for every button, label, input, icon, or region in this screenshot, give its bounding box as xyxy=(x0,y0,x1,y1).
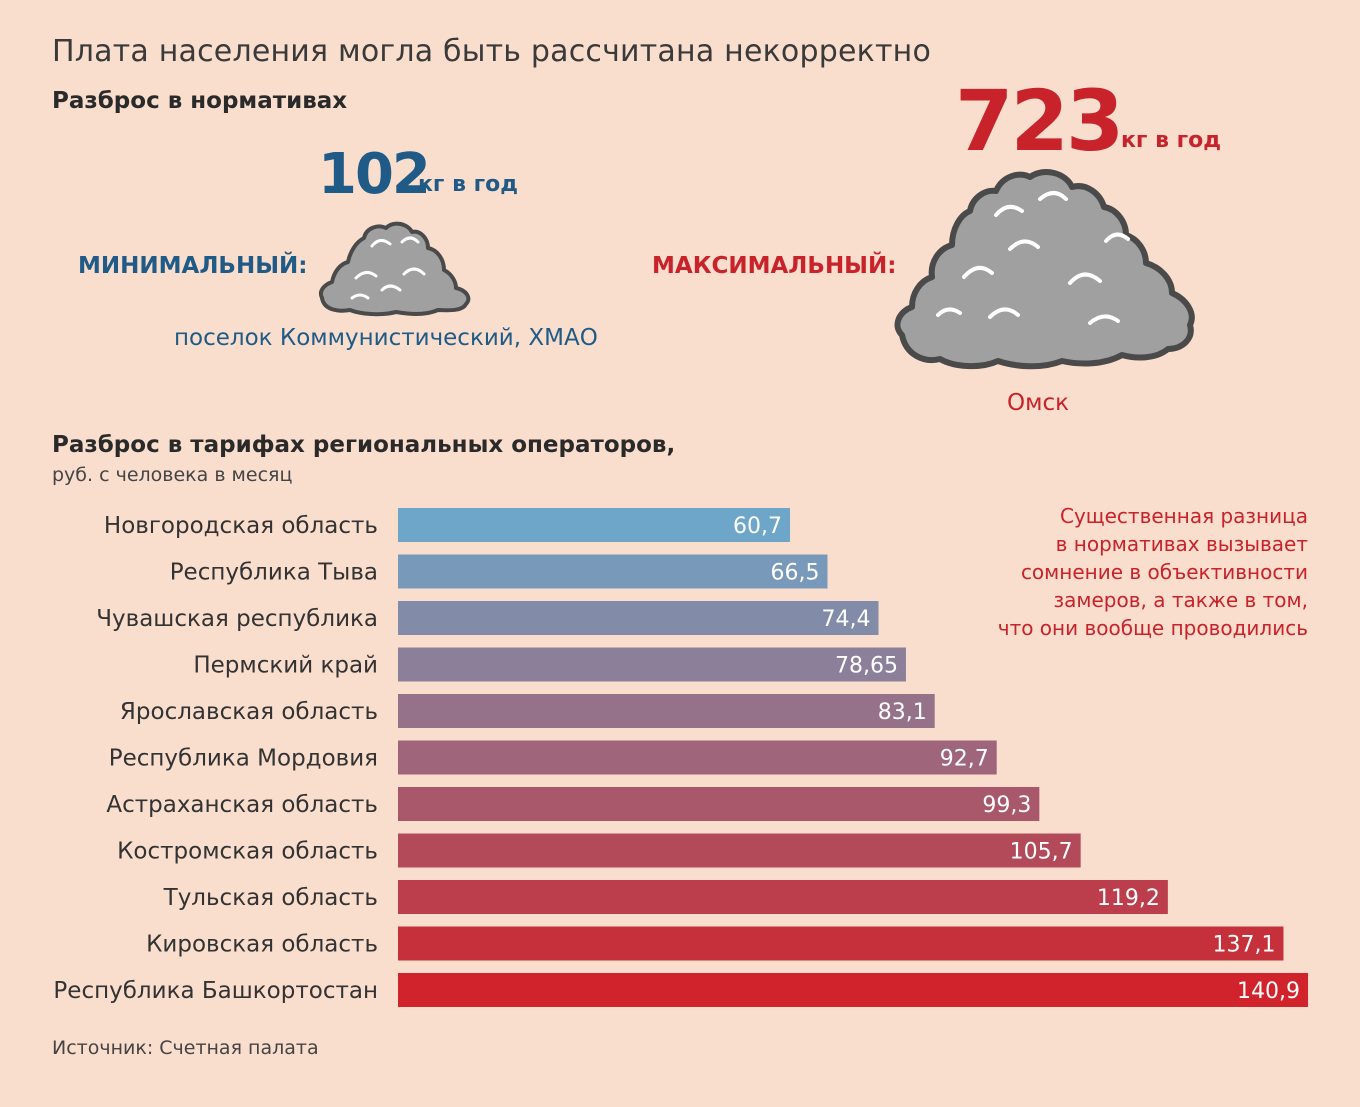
garbage-pile-icon-large xyxy=(894,169,1195,370)
bar xyxy=(398,833,1081,868)
bar xyxy=(398,601,879,635)
category-label: Кировская область xyxy=(146,932,378,958)
bar xyxy=(398,508,791,542)
page-title: Плата населения могла быть рассчитана не… xyxy=(52,34,931,69)
note-line: в нормативах вызывает xyxy=(1055,532,1308,556)
category-label: Костромская область xyxy=(117,839,378,865)
bar xyxy=(398,647,906,682)
bar xyxy=(398,554,828,589)
max-norm-value: 723 xyxy=(955,72,1124,170)
category-label: Республика Башкортостан xyxy=(53,978,378,1004)
bar xyxy=(398,740,997,775)
category-label: Новгородская область xyxy=(104,513,378,539)
min-norm-label: МИНИМАЛЬНЫЙ: xyxy=(78,253,308,279)
value-label: 99,3 xyxy=(982,793,1031,818)
value-label: 140,9 xyxy=(1237,979,1300,1004)
bar xyxy=(398,880,1168,914)
bar xyxy=(398,787,1040,821)
norms-heading: Разброс в нормативах xyxy=(52,88,348,114)
bar xyxy=(398,694,935,728)
max-norm-place: Омск xyxy=(1007,390,1069,416)
tariffs-subheading: руб. с человека в месяц xyxy=(52,464,293,486)
category-label: Республика Тыва xyxy=(170,560,378,586)
value-label: 74,4 xyxy=(822,607,871,632)
min-norm-place: поселок Коммунистический, ХМАО xyxy=(174,325,598,351)
note-line: замеров, а также в том, xyxy=(1053,588,1308,612)
max-norm-label: МАКСИМАЛЬНЫЙ: xyxy=(652,253,897,279)
garbage-pile-icon-small xyxy=(319,221,471,317)
value-label: 105,7 xyxy=(1010,840,1073,865)
value-label: 60,7 xyxy=(733,514,782,539)
note-text: Существенная разница в нормативах вызыва… xyxy=(948,502,1308,642)
category-label: Чувашская республика xyxy=(96,606,378,632)
category-label: Астраханская область xyxy=(106,792,378,818)
value-label: 78,65 xyxy=(835,654,898,679)
source-note: Источник: Счетная палата xyxy=(52,1037,319,1059)
bar xyxy=(398,926,1284,961)
category-label: Тульская область xyxy=(163,885,378,911)
min-norm-value: 102 xyxy=(318,142,431,207)
note-line: сомнение в объективности xyxy=(1020,560,1308,584)
tariffs-heading: Разброс в тарифах региональных операторо… xyxy=(52,432,676,458)
category-label: Республика Мордовия xyxy=(109,746,378,772)
value-label: 137,1 xyxy=(1212,933,1275,958)
category-label: Ярославская область xyxy=(120,699,378,725)
min-norm-unit: кг в год xyxy=(418,172,519,197)
bar xyxy=(398,973,1308,1007)
value-label: 92,7 xyxy=(940,747,989,772)
value-label: 66,5 xyxy=(771,561,820,586)
note-line: Существенная разница xyxy=(1059,504,1308,528)
category-label: Пермский край xyxy=(193,653,378,679)
value-label: 119,2 xyxy=(1097,886,1160,911)
value-label: 83,1 xyxy=(878,700,927,725)
max-norm-unit: кг в год xyxy=(1121,128,1222,153)
note-line: что они вообще проводились xyxy=(997,616,1308,640)
